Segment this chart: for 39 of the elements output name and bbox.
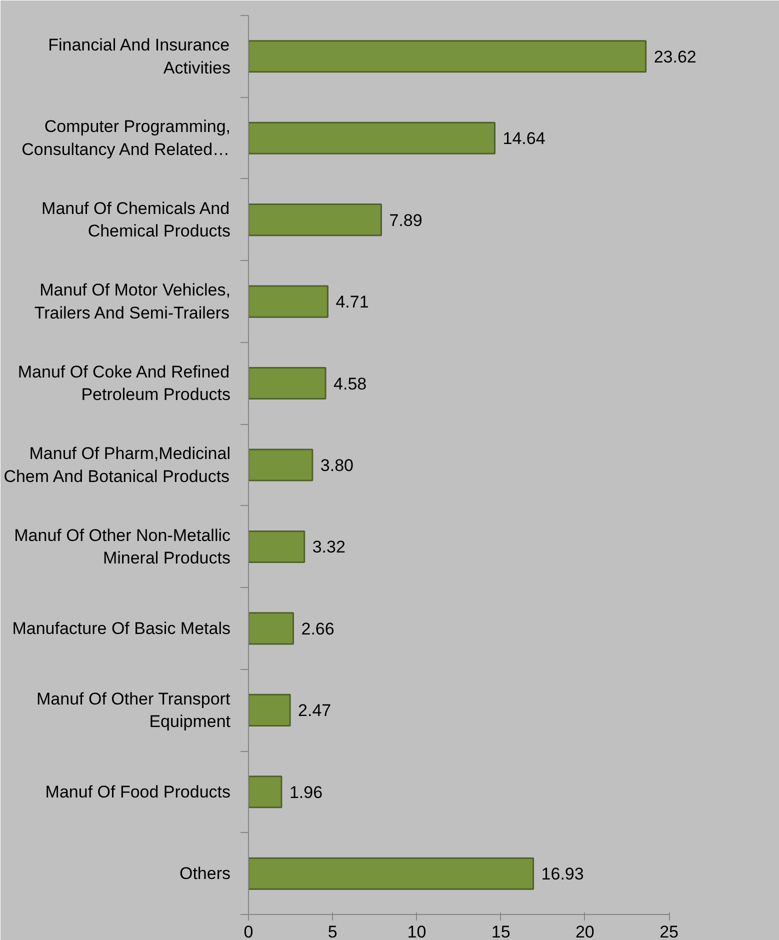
x-tick-label: 0	[244, 922, 254, 940]
y-tick-label: Manuf Of Other Transport Equipment	[36, 689, 231, 732]
data-label: 2.47	[298, 701, 332, 720]
x-tick-label: 25	[660, 922, 679, 940]
bar	[248, 285, 328, 318]
data-label: 14.64	[502, 129, 546, 148]
y-tick-label: Manuf Of Motor Vehicles, Trailers And Semi-Trailers	[34, 280, 231, 322]
bar	[248, 448, 314, 482]
y-tick-label: Financial And Insurance Activities	[48, 35, 231, 78]
data-label: 23.62	[654, 47, 696, 66]
data-label: 4.71	[336, 292, 369, 312]
y-tick-label: Computer Programming, Consultancy And Related…	[22, 117, 231, 159]
y-tick-label: Manufacture Of Basic Metals	[12, 618, 231, 638]
bar	[248, 857, 534, 890]
bar	[248, 612, 294, 645]
x-tick-label: 5	[328, 922, 338, 940]
bar	[248, 40, 647, 73]
y-tick-label: Manuf Of Food Products	[45, 782, 231, 802]
y-tick-label: Manuf Of Coke And Refined Petroleum Products	[18, 362, 231, 404]
bar	[248, 694, 291, 726]
bar	[248, 366, 326, 400]
bar	[248, 122, 496, 154]
data-label: 1.96	[289, 782, 323, 802]
data-label: 16.93	[541, 864, 584, 884]
y-tick-label: Manuf Of Pharm,Medicinal Chem And Botanical Products	[4, 444, 231, 486]
x-tick-label: 15	[491, 922, 510, 940]
data-label: 3.32	[312, 538, 346, 557]
x-tick-label: 10	[407, 922, 426, 940]
bar	[248, 204, 382, 236]
data-label: 7.89	[389, 210, 422, 230]
y-tick-label: Others	[179, 864, 231, 884]
data-label: 3.80	[320, 456, 354, 475]
bar	[248, 530, 306, 564]
data-label: 2.66	[301, 619, 334, 638]
y-tick-label: Manuf Of Other Non-Metallic Mineral Products	[14, 526, 231, 568]
x-tick-label: 20	[575, 922, 594, 940]
data-label: 4.58	[334, 374, 367, 394]
bar	[248, 776, 282, 808]
y-tick-label: Manuf Of Chemicals And Chemical Products	[42, 198, 231, 241]
